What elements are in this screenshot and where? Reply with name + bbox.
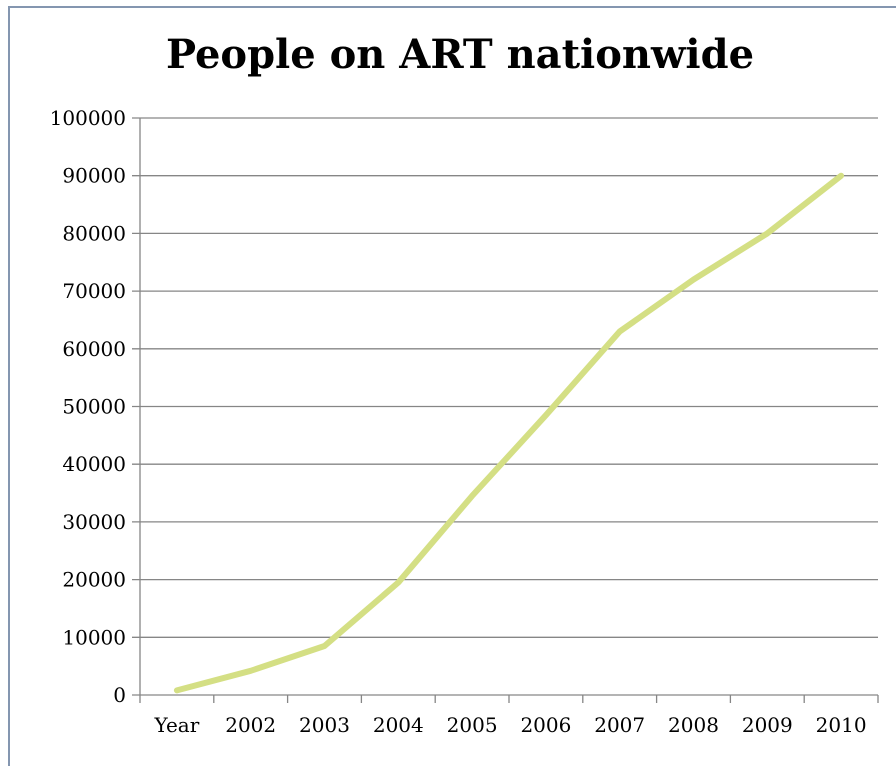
y-tick-label-70000: 70000 — [62, 279, 126, 303]
y-tick-label-60000: 60000 — [62, 337, 126, 361]
y-tick-label-50000: 50000 — [62, 395, 126, 419]
x-tick-label-2009: 2009 — [742, 713, 793, 737]
series-layer — [177, 176, 841, 691]
y-tick-label-0: 0 — [113, 683, 126, 707]
x-tick-label-2006: 2006 — [520, 713, 571, 737]
y-tick-label-10000: 10000 — [62, 625, 126, 649]
y-tick-label-80000: 80000 — [62, 221, 126, 245]
x-tick-label-2007: 2007 — [594, 713, 645, 737]
y-tick-label-40000: 40000 — [62, 452, 126, 476]
x-tick-label-2010: 2010 — [816, 713, 867, 737]
x-tick-label-2002: 2002 — [225, 713, 276, 737]
x-tick-label-2004: 2004 — [373, 713, 424, 737]
x-tick-label-2008: 2008 — [668, 713, 719, 737]
axes — [132, 118, 878, 703]
x-tick-labels: Year 2002 2003 2004 2005 2006 2007 2008 2009 2010 — [154, 713, 867, 737]
y-tick-label-90000: 90000 — [62, 164, 126, 188]
gridlines — [132, 118, 878, 637]
x-tick-label-Year: Year — [154, 713, 200, 737]
y-tick-labels: 0 10000 20000 30000 40000 50000 60000 70000 8000… — [50, 106, 126, 707]
y-tick-label-20000: 20000 — [62, 568, 126, 592]
x-tick-label-2005: 2005 — [447, 713, 498, 737]
series-line-0 — [177, 176, 841, 691]
x-tick-label-2003: 2003 — [299, 713, 350, 737]
y-tick-label-100000: 100000 — [50, 106, 126, 130]
y-tick-label-30000: 30000 — [62, 510, 126, 534]
